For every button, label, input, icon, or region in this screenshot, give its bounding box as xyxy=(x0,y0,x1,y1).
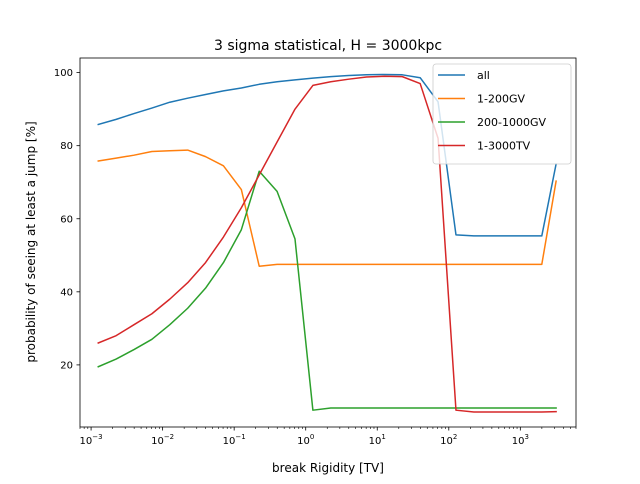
legend-label-1: 1-200GV xyxy=(477,93,525,106)
x-tick-label-6: 103 xyxy=(512,433,529,447)
x-axis-label: break Rigidity [TV] xyxy=(272,461,384,475)
legend-label-0: all xyxy=(477,69,490,82)
series-line-1 xyxy=(97,149,557,267)
y-tick-label-3: 80 xyxy=(60,141,73,152)
x-tick-label-5: 102 xyxy=(440,433,457,447)
series-line-0 xyxy=(97,73,557,237)
y-tick-label-0: 20 xyxy=(60,360,73,371)
y-tick-label-1: 40 xyxy=(60,287,73,298)
y-tick-label-4: 100 xyxy=(54,68,73,79)
y-axis: 20 40 60 80 100 xyxy=(54,68,80,371)
series-line-2 xyxy=(97,170,557,411)
x-tick-label-2: 10−1 xyxy=(223,433,246,447)
chart-title: 3 sigma statistical, H = 3000kpc xyxy=(214,38,442,54)
legend: all 1-200GV 200-1000GV 1-3000TV xyxy=(432,63,572,165)
x-axis: 10−3 10−2 10−1 100 101 102 103 xyxy=(80,427,577,447)
legend-label-2: 200-1000GV xyxy=(477,116,546,129)
x-tick-label-4: 101 xyxy=(369,433,386,447)
x-tick-label-1: 10−2 xyxy=(151,433,174,447)
y-tick-label-2: 60 xyxy=(60,214,73,225)
y-axis-label: probability of seeing at least a jump [%… xyxy=(24,121,38,362)
series-line-3 xyxy=(97,75,557,413)
legend-box xyxy=(432,63,572,165)
legend-label-3: 1-3000TV xyxy=(477,140,531,153)
plot-area xyxy=(79,57,577,428)
axes-frame xyxy=(79,57,577,428)
x-tick-label-0: 10−3 xyxy=(80,433,103,447)
x-tick-label-3: 100 xyxy=(297,433,314,447)
